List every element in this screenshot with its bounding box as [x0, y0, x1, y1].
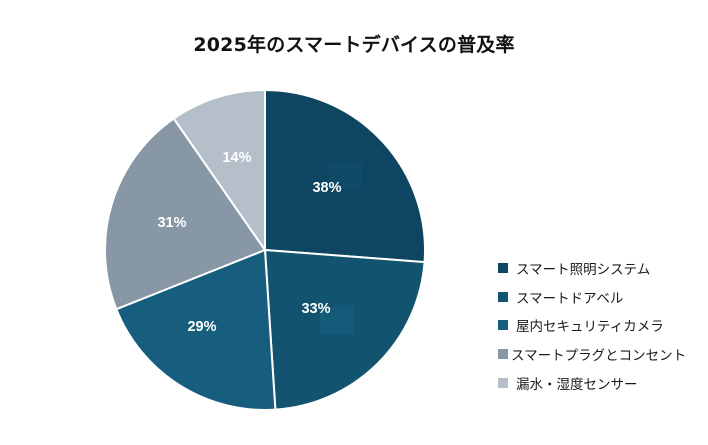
- legend-label: スマート照明システム: [516, 262, 651, 279]
- legend-swatch: [498, 349, 508, 360]
- legend-item-smart-doorbell[interactable]: スマートドアベル: [498, 283, 686, 312]
- slice-smart-plug-outlet: [104, 117, 266, 311]
- legend-item-smart-lighting[interactable]: スマート照明システム: [498, 254, 686, 283]
- chart-title: 2025年のスマートデバイスの普及率: [193, 34, 515, 56]
- legend-label: スマートドアベル: [516, 290, 624, 307]
- slice-label-14: 14%: [222, 150, 251, 166]
- legend-swatch: [498, 377, 508, 388]
- slice-label-31: 31%: [157, 215, 186, 231]
- legend: スマート照明システム スマートドアベル 屋内セキュリティカメラ スマートプラグと…: [498, 254, 686, 397]
- legend-item-indoor-security-camera[interactable]: 屋内セキュリティカメラ: [498, 311, 686, 340]
- slice-shade-patch: [320, 307, 354, 334]
- legend-label: スマートプラグとコンセント: [511, 348, 687, 365]
- legend-swatch: [498, 263, 508, 274]
- legend-swatch: [498, 320, 508, 331]
- legend-label: 屋内セキュリティカメラ: [516, 319, 664, 336]
- legend-label: 漏水・湿度センサー: [516, 376, 638, 393]
- slice-label-38: 38%: [312, 180, 341, 196]
- pie-slices: [104, 89, 426, 411]
- slice-label-33: 33%: [301, 301, 330, 317]
- slice-label-29: 29%: [187, 319, 216, 335]
- legend-item-leak-humidity-sensor[interactable]: 漏水・湿度センサー: [498, 368, 686, 397]
- slice-leak-humidity-sensor: [172, 89, 266, 251]
- slice-shade-patch: [327, 162, 362, 189]
- slice-value-labels: 38% 33% 29% 31% 14%: [157, 150, 341, 335]
- legend-item-smart-plug-outlet[interactable]: スマートプラグとコンセント: [498, 340, 686, 369]
- legend-swatch: [498, 291, 508, 302]
- slice-indoor-security-camera: [115, 249, 277, 411]
